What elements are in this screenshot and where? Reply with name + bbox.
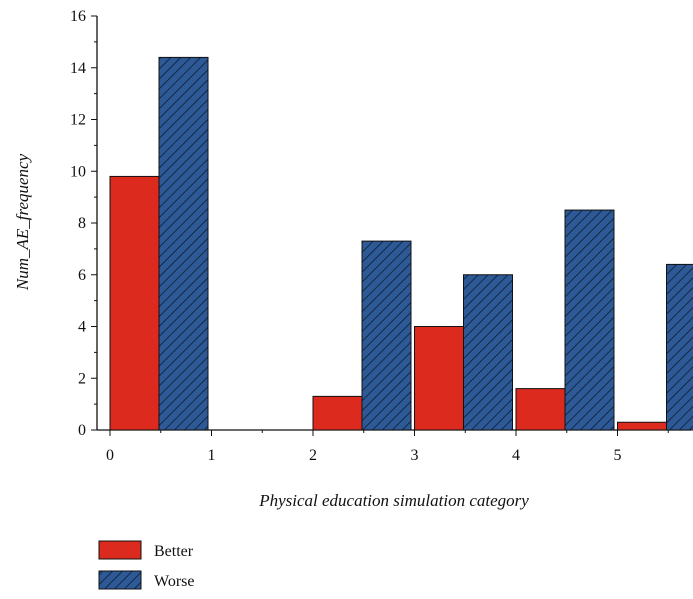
x-tick-label: 2 <box>309 447 317 464</box>
y-tick-label: 2 <box>78 370 86 387</box>
legend-label-better: Better <box>154 543 194 560</box>
bar-better-3 <box>414 326 464 431</box>
bar-better-5 <box>617 421 667 431</box>
x-tick-label: 4 <box>512 447 520 464</box>
y-tick-label: 12 <box>70 112 86 129</box>
bar-better-4 <box>515 388 566 431</box>
y-tick-label: 0 <box>78 422 86 439</box>
bar-worse-4 <box>564 209 615 431</box>
bar-better-0 <box>109 175 160 431</box>
y-tick-label: 8 <box>78 215 86 232</box>
legend-swatch-better <box>98 540 142 560</box>
bar-worse-0 <box>158 56 209 431</box>
legend: Better Worse <box>98 540 194 590</box>
bar-better-2 <box>312 395 363 431</box>
bar-worse-3 <box>463 274 513 431</box>
y-tick-label: 16 <box>70 8 86 25</box>
y-tick-label: 6 <box>78 267 86 284</box>
x-tick-label: 0 <box>106 447 114 464</box>
y-tick-label: 10 <box>70 163 86 180</box>
y-tick-label: 14 <box>70 60 86 77</box>
x-axis-title: Physical education simulation category <box>258 491 529 510</box>
bar-worse-2 <box>361 240 412 431</box>
x-tick-label: 5 <box>614 447 622 464</box>
bars <box>109 56 693 431</box>
y-tick-label: 4 <box>78 319 86 336</box>
bar-worse-5 <box>666 263 693 431</box>
y-axis-title: Num_AE_frequency <box>13 153 32 291</box>
x-tick-label: 1 <box>208 447 216 464</box>
legend-label-worse: Worse <box>154 573 194 590</box>
x-tick-label: 3 <box>411 447 419 464</box>
legend-swatch-worse <box>98 570 142 590</box>
